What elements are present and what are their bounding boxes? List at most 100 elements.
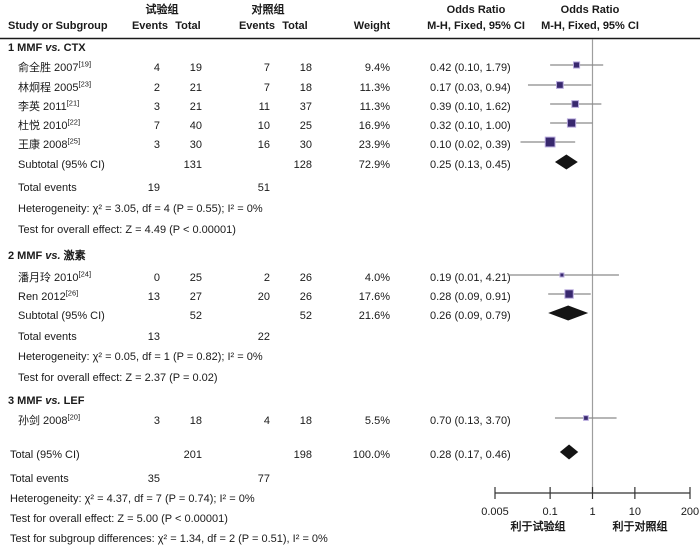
heterogeneity-row: Heterogeneity: χ² = 3.05, df = 4 (P = 0.…	[0, 199, 700, 219]
study-name: 林炯程 2005[23]	[18, 79, 92, 94]
ctl-total-cell: 18	[299, 82, 312, 94]
heterogeneity-total-row: Heterogeneity: χ² = 4.37, df = 7 (P = 0.…	[0, 489, 700, 509]
study-name: 孙剑 2008[20]	[18, 412, 81, 427]
exp-events-cell: 13	[147, 291, 160, 303]
weight-cell: 9.4%	[364, 62, 390, 74]
exp-events-sum: 35	[147, 473, 160, 485]
ctl-total-cell: 26	[299, 272, 312, 284]
study-reference: [22]	[67, 117, 81, 127]
ctl-total-cell: 18	[299, 415, 312, 427]
exp-total-cell: 25	[189, 272, 202, 284]
ctl-events-sum: 22	[257, 331, 270, 343]
or-ci-cell: 0.19 (0.01, 4.21)	[430, 272, 511, 284]
ctl-events-cell: 7	[263, 82, 270, 94]
weight-cell: 100.0%	[352, 449, 390, 461]
subgroup-title-row: 3 MMF vs. LEF	[0, 391, 700, 411]
exp-total-cell: 18	[189, 415, 202, 427]
exp-events-cell: 3	[153, 101, 160, 113]
total-events-row: Total events 13 22	[0, 327, 700, 347]
study-row: 孙剑 2008[20] 3 18 4 18 5.5% 0.70 (0.13, 3.70)	[0, 411, 700, 431]
ctl-total-cell: 128	[293, 159, 312, 171]
exp-events-sum: 19	[147, 182, 160, 194]
ctl-events-sum: 77	[257, 473, 270, 485]
ctl-total-cell: 30	[299, 139, 312, 151]
ctl-events-cell: 4	[263, 415, 270, 427]
subgroup-title-row: 2 MMF vs. 激素	[0, 246, 700, 266]
or-ci-cell: 0.39 (0.10, 1.62)	[430, 101, 511, 113]
subtotal-row: Subtotal (95% CI) 131 128 72.9% 0.25 (0.13, …	[0, 155, 700, 175]
ctl-total-cell: 25	[299, 120, 312, 132]
ctl-total-cell: 26	[299, 291, 312, 303]
ctl-events-cell: 2	[263, 272, 270, 284]
study-reference: [24]	[78, 269, 92, 279]
study-row: 杜悦 2010[22] 7 40 10 25 16.9% 0.32 (0.10, 1.00)	[0, 116, 700, 136]
study-row: Ren 2012[26] 13 27 20 26 17.6% 0.28 (0.09, 0.9…	[0, 287, 700, 307]
header-events-ctl: Events	[238, 20, 276, 32]
study-name: 王康 2008[25]	[18, 136, 81, 151]
pooled-label: Total (95% CI)	[10, 449, 80, 461]
overall-effect-total-row-text: Test for overall effect: Z = 5.00 (P < 0…	[10, 513, 228, 525]
total-events-row: Total events 35 77	[0, 469, 700, 489]
weight-cell: 5.5%	[364, 415, 390, 427]
exp-total-cell: 27	[189, 291, 202, 303]
study-row: 李英 2011[21] 3 21 11 37 11.3% 0.39 (0.10, 1.62)	[0, 97, 700, 117]
pooled-label: Subtotal (95% CI)	[18, 159, 105, 171]
ctl-events-cell: 11	[258, 101, 270, 113]
study-name: 杜悦 2010[22]	[18, 117, 81, 132]
header-events-exp: Events	[131, 20, 169, 32]
exp-total-cell: 40	[189, 120, 202, 132]
header-control-group: 对照组	[251, 4, 285, 16]
overall-effect-row: Test for overall effect: Z = 4.49 (P < 0…	[0, 220, 700, 240]
study-row: 俞全胜 2007[19] 4 19 7 18 9.4% 0.42 (0.10, 1.79)	[0, 58, 700, 78]
header-method-text: M-H, Fixed, 95% CI	[427, 20, 525, 32]
ctl-events-cell: 10	[257, 120, 270, 132]
heterogeneity-row-text: Heterogeneity: χ² = 0.05, df = 1 (P = 0.…	[18, 351, 263, 363]
exp-events-cell: 3	[153, 415, 160, 427]
heterogeneity-row: Heterogeneity: χ² = 0.05, df = 1 (P = 0.…	[0, 347, 700, 367]
exp-total-cell: 131	[183, 159, 202, 171]
or-ci-cell: 0.70 (0.13, 3.70)	[430, 415, 511, 427]
total-events-label: Total events	[10, 473, 69, 485]
or-ci-cell: 0.42 (0.10, 1.79)	[430, 62, 511, 74]
subgroup-title: 1 MMF vs. CTX	[8, 42, 86, 54]
exp-total-cell: 21	[189, 82, 202, 94]
favors-experimental-label: 利于试验组	[510, 521, 566, 533]
study-reference: [20]	[67, 412, 81, 422]
or-ci-cell: 0.25 (0.13, 0.45)	[430, 159, 511, 171]
study-name: 俞全胜 2007[19]	[18, 59, 92, 74]
weight-cell: 16.9%	[358, 120, 390, 132]
study-name: 潘月玲 2010[24]	[18, 269, 92, 284]
study-reference: [19]	[78, 59, 92, 69]
exp-events-cell: 2	[153, 82, 160, 94]
total-row: Total (95% CI) 201 198 100.0% 0.28 (0.17, 0.…	[0, 445, 700, 465]
or-ci-cell: 0.28 (0.09, 0.91)	[430, 291, 511, 303]
header-odds-ratio-plot: Odds Ratio	[560, 4, 620, 16]
ctl-total-cell: 18	[299, 62, 312, 74]
ctl-total-cell: 52	[299, 310, 312, 322]
exp-total-cell: 19	[189, 62, 202, 74]
study-row: 王康 2008[25] 3 30 16 30 23.9% 0.10 (0.02, 0.39)	[0, 135, 700, 155]
total-events-label: Total events	[18, 331, 77, 343]
study-reference: [25]	[67, 136, 81, 146]
favors-control-label: 利于对照组	[612, 521, 668, 533]
weight-cell: 23.9%	[358, 139, 390, 151]
or-ci-cell: 0.32 (0.10, 1.00)	[430, 120, 511, 132]
subgroup-differences-row-text: Test for subgroup differences: χ² = 1.34…	[10, 533, 328, 545]
weight-cell: 4.0%	[364, 272, 390, 284]
exp-events-sum: 13	[147, 331, 160, 343]
total-events-label: Total events	[18, 182, 77, 194]
exp-total-cell: 21	[189, 101, 202, 113]
study-row: 林炯程 2005[23] 2 21 7 18 11.3% 0.17 (0.03, 0.94)	[0, 78, 700, 98]
subtotal-row: Subtotal (95% CI) 52 52 21.6% 0.26 (0.09, 0.…	[0, 306, 700, 326]
header-experimental-group: 试验组	[145, 4, 179, 16]
ctl-events-cell: 7	[263, 62, 270, 74]
weight-cell: 11.3%	[359, 82, 390, 94]
exp-events-cell: 4	[153, 62, 160, 74]
exp-events-cell: 7	[153, 120, 160, 132]
heterogeneity-total-row-text: Heterogeneity: χ² = 4.37, df = 7 (P = 0.…	[10, 493, 255, 505]
header-total-exp: Total	[175, 20, 201, 32]
or-ci-cell: 0.17 (0.03, 0.94)	[430, 82, 511, 94]
subgroup-title: 3 MMF vs. LEF	[8, 395, 85, 407]
overall-effect-total-row: Test for overall effect: Z = 5.00 (P < 0…	[0, 509, 700, 529]
